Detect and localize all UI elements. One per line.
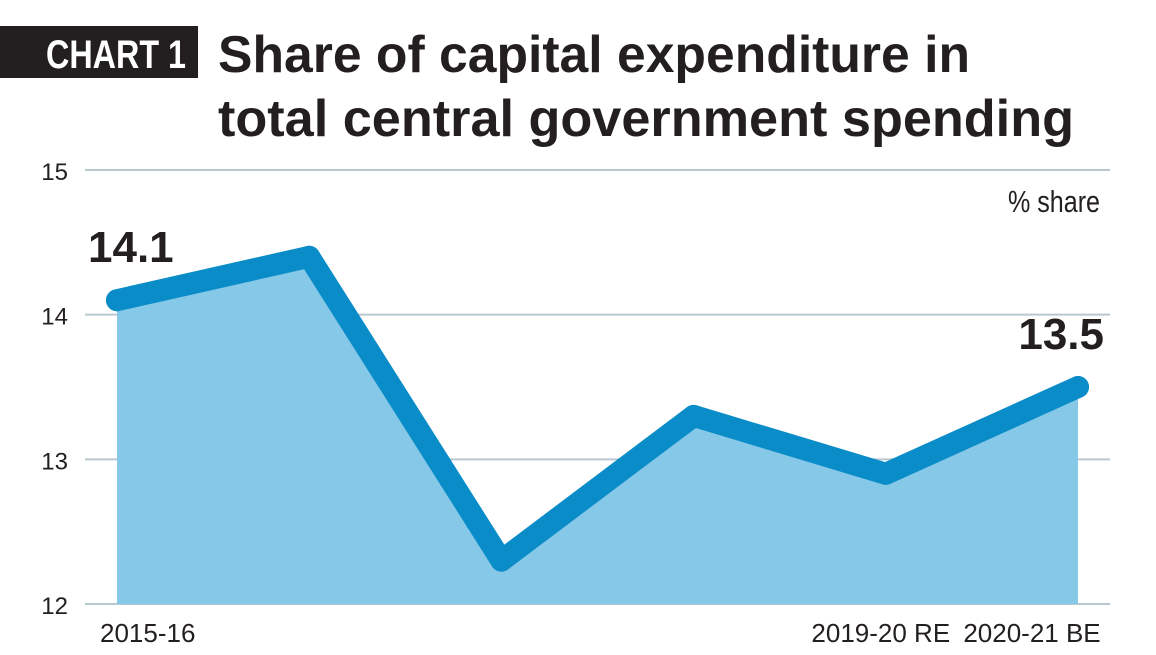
x-axis-ticks: 2015-16 2019-20 RE 2020-21 BE (100, 618, 1101, 648)
x-tick-label-4: 2019-20 RE (811, 618, 950, 648)
chart-header: CHART 1 Share of capital expenditure in … (0, 26, 1074, 148)
y-axis-ticks: 12 13 14 15 (41, 159, 68, 620)
y-tick-label-15: 15 (41, 159, 68, 186)
data-point-4 (874, 462, 897, 485)
data-point-3 (682, 404, 705, 427)
y-tick-label-14: 14 (41, 304, 68, 331)
annotations: 14.1 13.5 (88, 223, 1104, 572)
y-tick-label-12: 12 (41, 593, 68, 620)
data-point-2 (490, 549, 513, 572)
x-tick-label-5: 2020-21 BE (963, 618, 1100, 648)
data-point-1 (298, 245, 321, 268)
chart-label-tag: CHART 1 (46, 33, 186, 77)
chart-title-line1: Share of capital expenditure in (218, 26, 970, 84)
value-label-5: 13.5 (1018, 310, 1104, 359)
series-line (106, 245, 1089, 572)
chart-title-line2: total central government spending (218, 90, 1074, 148)
x-tick-label-0: 2015-16 (100, 618, 195, 648)
data-point-5 (1067, 376, 1089, 398)
y-tick-label-13: 13 (41, 448, 68, 475)
unit-label: % share (1008, 184, 1100, 219)
value-label-0: 14.1 (88, 223, 174, 272)
data-point-0 (106, 289, 128, 312)
chart-label-tag-bg (0, 26, 198, 78)
area-fill (117, 256, 1078, 604)
